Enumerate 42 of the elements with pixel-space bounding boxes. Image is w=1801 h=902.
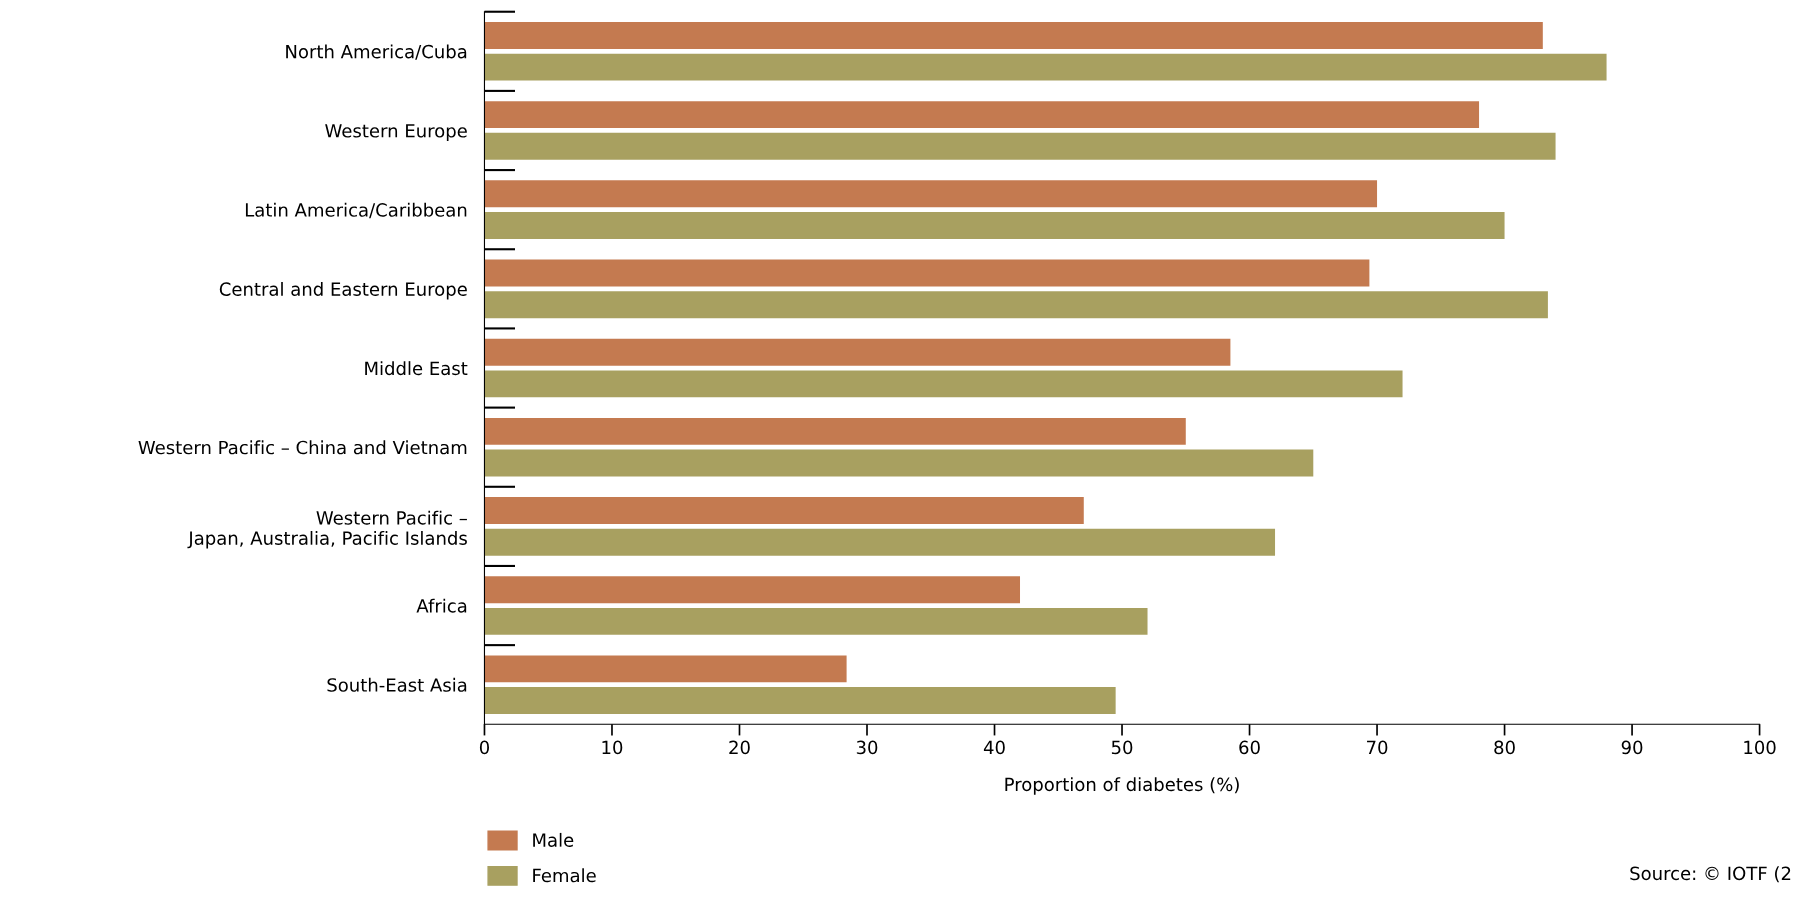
x-tick-label: 70 [1367, 740, 1388, 755]
y-tick-label: Latin America/Caribbean [245, 202, 467, 219]
x-tick-label: 60 [1239, 740, 1260, 755]
bar [484, 655, 847, 683]
source-note: Source: © IOTF (2 [1630, 866, 1791, 883]
x-tick-label: 50 [1111, 740, 1133, 755]
x-tick-label: 40 [983, 740, 1005, 755]
legend-label: Male [533, 832, 574, 847]
bar [484, 338, 1231, 366]
x-tick-label: 30 [856, 740, 878, 755]
bar [484, 180, 1378, 208]
legend-label: Female [533, 868, 596, 883]
x-tick-label: 0 [479, 740, 490, 755]
bar [484, 607, 1148, 635]
bar [484, 528, 1276, 556]
x-tick-label: 100 [1744, 740, 1776, 755]
y-tick-label: North America/Cuba [286, 44, 467, 60]
bar [484, 449, 1314, 477]
x-tick-label: 80 [1494, 740, 1515, 755]
y-tick-label: Western Europe [325, 124, 467, 142]
bar [484, 53, 1607, 81]
bar [484, 370, 1403, 398]
bar [484, 687, 1116, 715]
bar [484, 417, 1186, 445]
bar [484, 22, 1543, 49]
y-tick-label: South-East Asia [327, 677, 467, 692]
y-tick-label: Africa [416, 598, 467, 613]
bar [484, 291, 1548, 319]
bar [484, 497, 1084, 524]
bar [484, 212, 1505, 239]
x-tick-label: 20 [729, 740, 750, 755]
bar [484, 132, 1556, 160]
y-tick-label: Western Pacific – Japan, Australia, Pacific Islands [187, 510, 467, 549]
bar [484, 101, 1480, 129]
x-tick-label: 90 [1621, 740, 1643, 755]
x-axis-title: Proportion of diabetes (%) [1005, 777, 1239, 795]
y-tick-label: Central and Eastern Europe [219, 281, 467, 300]
x-tick-label: 10 [602, 740, 623, 755]
y-tick-label: Middle East [365, 361, 468, 376]
bar [484, 576, 1021, 604]
bar [484, 259, 1370, 287]
y-tick-label: Western Pacific – China and Vietnam [138, 440, 467, 455]
